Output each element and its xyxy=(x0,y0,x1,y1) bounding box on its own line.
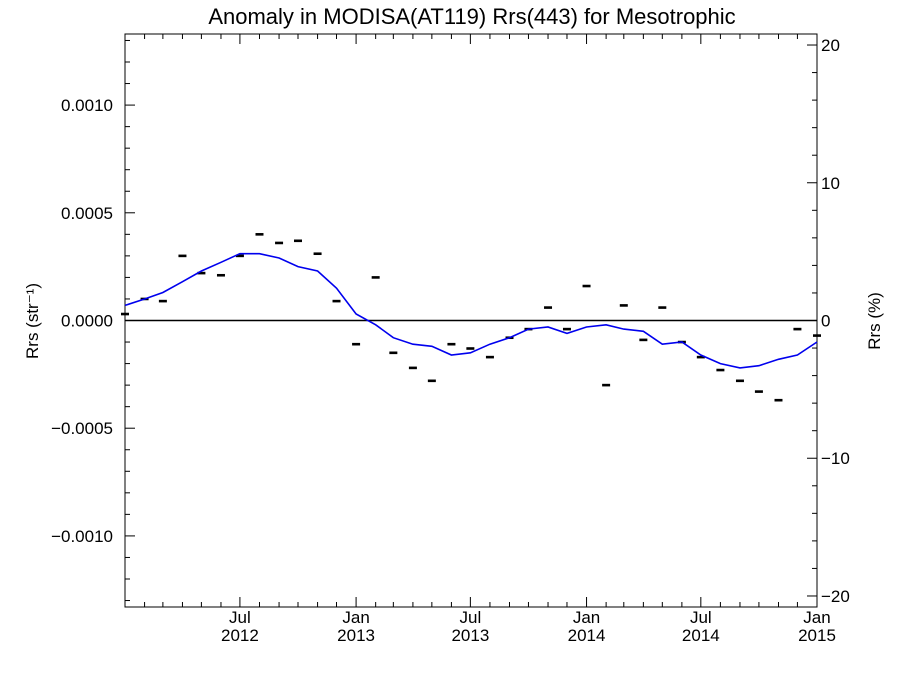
x-tick-year: 2012 xyxy=(221,626,259,645)
x-tick-month: Jul xyxy=(460,608,482,627)
x-tick-month: Jan xyxy=(342,608,369,627)
right-tick-label: 20 xyxy=(821,36,840,55)
right-tick-label: 10 xyxy=(821,174,840,193)
x-tick-year: 2013 xyxy=(337,626,375,645)
chart-title: Anomaly in MODISA(AT119) Rrs(443) for Me… xyxy=(208,4,735,29)
x-tick-year: 2013 xyxy=(451,626,489,645)
x-tick-month: Jul xyxy=(690,608,712,627)
left-tick-label: 0.0000 xyxy=(61,312,113,331)
left-axis: 0.0010 0.0005 0.0000 −0.0005 −0.0010 xyxy=(51,39,135,602)
left-tick-label: 0.0005 xyxy=(61,204,113,223)
x-tick-month: Jul xyxy=(229,608,251,627)
x-axis: Jul2012Jan2013Jul2013Jan2014Jul2014Jan20… xyxy=(124,34,836,645)
y-axis-label-left: Rrs (str⁻¹) xyxy=(23,283,42,359)
smoothed-anomaly-line xyxy=(124,252,818,369)
left-tick-label: −0.0005 xyxy=(51,419,113,438)
right-tick-label: −20 xyxy=(821,587,850,606)
x-tick-month: Jan xyxy=(803,608,830,627)
left-tick-label: −0.0010 xyxy=(51,527,113,546)
right-axis: 20 10 0 −10 −20 xyxy=(807,36,850,606)
right-tick-label: −10 xyxy=(821,449,850,468)
x-tick-year: 2014 xyxy=(568,626,606,645)
right-tick-label: 0 xyxy=(821,312,830,331)
x-tick-year: 2015 xyxy=(798,626,836,645)
x-tick-month: Jan xyxy=(573,608,600,627)
x-tick-year: 2014 xyxy=(682,626,720,645)
left-tick-label: 0.0010 xyxy=(61,96,113,115)
series-group xyxy=(121,233,821,402)
y-axis-label-right: Rrs (%) xyxy=(865,292,884,350)
